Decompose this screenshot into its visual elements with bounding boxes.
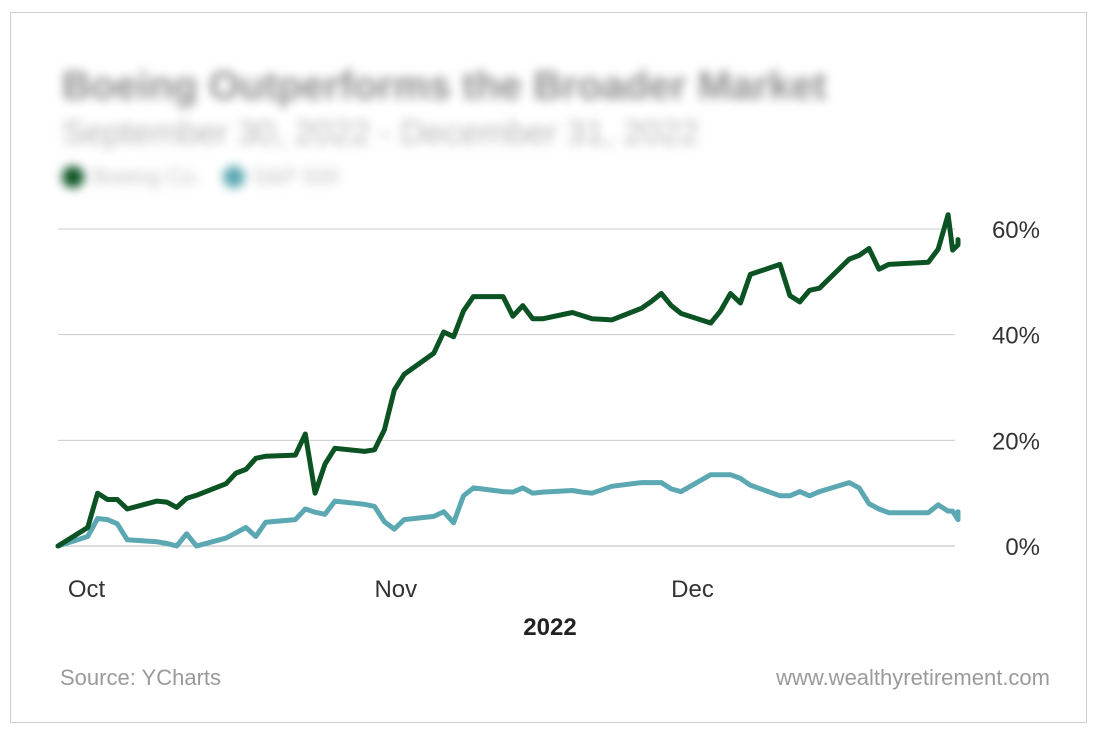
legend-label-boeing: Boeing Co.	[92, 164, 201, 189]
source-note: Source: YCharts	[60, 665, 222, 690]
chart-card	[10, 12, 1087, 723]
x-tick-label: Oct	[68, 576, 106, 603]
site-url: www.wealthyretirement.com	[776, 665, 1050, 690]
series-line-sp500	[55, 472, 961, 549]
chart-title: Boeing Outperforms the Broader Market	[62, 64, 827, 108]
x-tick-label: Nov	[374, 576, 417, 603]
legend-item-boeing: Boeing Co.	[62, 164, 201, 190]
x-tick-label: Dec	[671, 576, 714, 603]
legend-swatch-sp500	[222, 166, 245, 188]
y-tick-label: 60%	[992, 217, 1040, 244]
legend-item-sp500: S&P 500	[222, 164, 340, 190]
y-tick-label: 20%	[992, 428, 1040, 455]
legend-swatch-boeing	[62, 166, 84, 188]
legend-label-sp500: S&P 500	[252, 164, 340, 189]
chart-subtitle: September 30, 2022 - December 31, 2022	[62, 114, 699, 152]
series-line-boeing	[55, 212, 961, 549]
y-tick-label: 40%	[992, 323, 1040, 350]
y-tick-label: 0%	[1005, 534, 1040, 561]
x-axis-title: 2022	[523, 614, 577, 641]
legend: Boeing Co. S&P 500	[62, 164, 339, 190]
